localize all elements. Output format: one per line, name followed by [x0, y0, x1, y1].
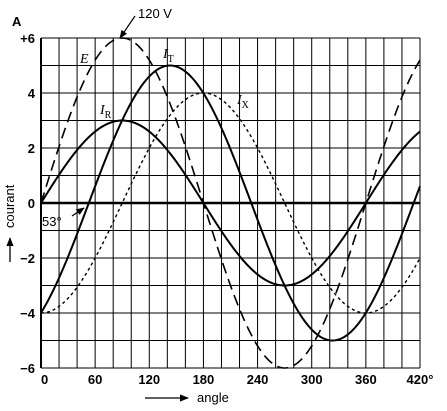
x-tick-label: 300 — [301, 372, 323, 387]
series-line-ir — [40, 119, 421, 287]
series-line-e — [40, 37, 421, 369]
y-tick-label: −2 — [20, 251, 35, 266]
label-e: E — [79, 52, 89, 67]
label-ix-sub: X — [242, 100, 250, 111]
x-axis-title: angle — [197, 390, 229, 405]
label-ir: IR — [99, 103, 112, 121]
annotation-53deg-leader — [71, 207, 85, 217]
x-tick-label: 420° — [407, 372, 434, 387]
x-tick-label: 0 — [41, 372, 48, 387]
label-ir-main: I — [99, 103, 106, 118]
label-it-sub: T — [168, 54, 174, 65]
y-tick-label: −6 — [20, 361, 35, 376]
x-tick-label: 180 — [193, 372, 215, 387]
x-tick-label: 240 — [247, 372, 269, 387]
series-line-it — [40, 64, 421, 342]
series-layer — [40, 37, 421, 369]
label-ix-main: I — [236, 93, 243, 108]
y-tick-label: +6 — [20, 31, 35, 46]
x-tick-label: 60 — [88, 372, 102, 387]
x-tick-label: 360 — [355, 372, 377, 387]
label-ir-sub: R — [105, 110, 112, 121]
annotation-120v: 120 V — [138, 6, 172, 21]
y-axis-title: courant — [2, 184, 17, 228]
y-unit-label: A — [12, 14, 22, 29]
y-tick-label: 4 — [28, 86, 36, 101]
annotation-120v-leader — [119, 15, 136, 39]
label-it: IT — [162, 47, 174, 65]
y-tick-label: 2 — [28, 141, 35, 156]
label-ix: IX — [236, 93, 250, 111]
y-tick-label: 0 — [28, 196, 35, 211]
x-tick-label: 120 — [138, 372, 160, 387]
annotation-53deg: 53° — [42, 214, 62, 229]
label-it-main: I — [162, 47, 169, 62]
y-tick-label: −4 — [20, 306, 36, 321]
